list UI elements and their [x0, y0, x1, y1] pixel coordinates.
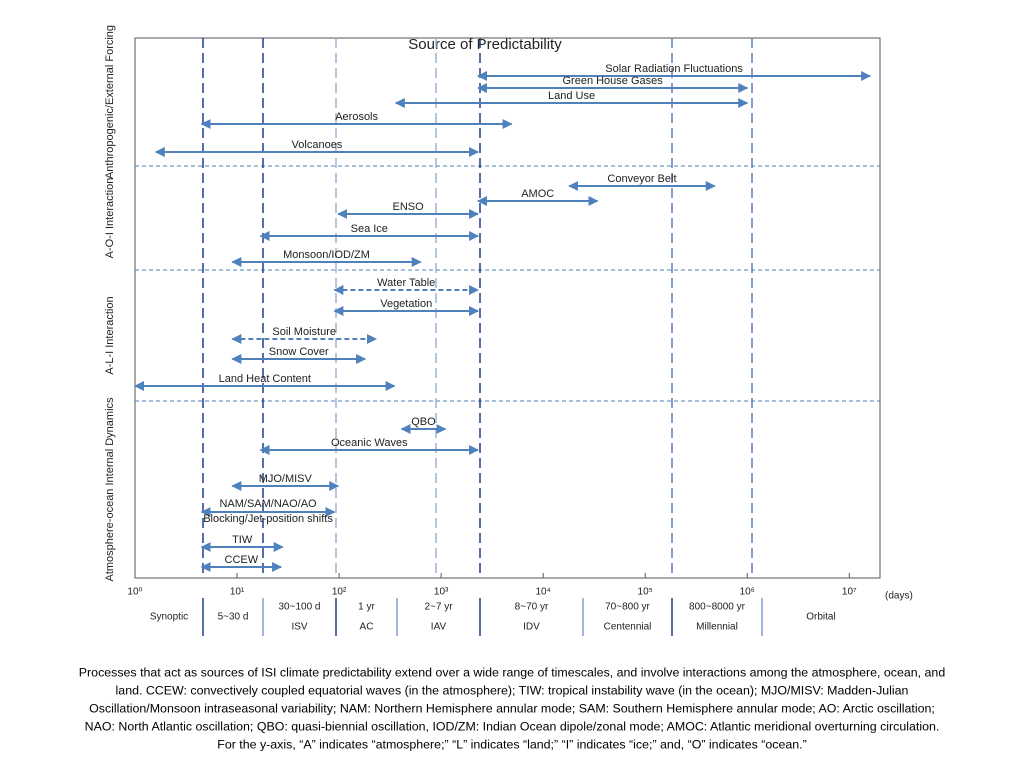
x-tick-label: 10⁷	[842, 587, 857, 598]
x-tick-label: 10²	[332, 587, 347, 598]
range-label: QBO	[411, 416, 436, 428]
range-label: Solar Radiation Fluctuations	[605, 63, 743, 75]
range-label: MJO/MISV	[259, 473, 313, 485]
x-tick-label: 10¹	[230, 587, 245, 598]
x-tick-label: 10⁰	[127, 587, 142, 598]
range-label: Aerosols	[335, 111, 378, 123]
caption-line: NAO: North Atlantic oscillation; QBO: qu…	[85, 719, 940, 733]
caption-line: land. CCEW: convectively coupled equator…	[116, 683, 909, 697]
group-label: A-L-I Interaction	[104, 296, 116, 374]
band-label: 70~800 yr	[605, 602, 650, 613]
group-label: Anthropogenic/External Forcing	[104, 25, 116, 179]
range-label: Green House Gases	[562, 75, 663, 87]
range-label: Land Use	[548, 90, 595, 102]
band-label: 800~8000 yr	[689, 602, 746, 613]
band-label: 5~30 d	[218, 612, 249, 623]
range-sublabel: Blocking/Jet-position shifts	[203, 513, 333, 525]
band-label: Orbital	[806, 612, 835, 623]
x-tick-label: 10⁵	[638, 587, 653, 598]
caption-line: For the y-axis, “A” indicates “atmospher…	[217, 737, 806, 751]
plot-frame	[134, 37, 881, 579]
band-label: 30~100 d	[279, 602, 321, 613]
range-label: NAM/SAM/NAO/AO	[219, 498, 317, 510]
band-label: 1 yr	[358, 602, 375, 613]
range-label: AMOC	[521, 188, 554, 200]
band-label: ISV	[291, 622, 307, 633]
range-label: Volcanoes	[292, 139, 343, 151]
range-label: Snow Cover	[269, 346, 329, 358]
x-tick-label: 10⁴	[535, 587, 550, 598]
x-tick-label: 10⁶	[740, 587, 755, 598]
range-label: Monsoon/IOD/ZM	[283, 249, 370, 261]
range-label: CCEW	[225, 554, 259, 566]
group-label: Atmosphere-ocean Internal Dynamics	[104, 397, 116, 582]
range-label: Land Heat Content	[219, 373, 311, 385]
band-label: Synoptic	[150, 612, 188, 623]
range-label: ENSO	[393, 201, 425, 213]
range-label: Oceanic Waves	[331, 437, 408, 449]
x-tick-label: 10³	[434, 587, 449, 598]
range-label: Soil Moisture	[272, 326, 336, 338]
band-label: AC	[360, 622, 374, 633]
range-label: Sea Ice	[351, 223, 388, 235]
band-label: 2~7 yr	[424, 602, 453, 613]
range-label: Water Table	[377, 277, 435, 289]
band-label: IDV	[523, 622, 540, 633]
group-label: A-O-I Interaction	[104, 178, 116, 259]
band-label: Millennial	[696, 622, 738, 633]
band-label: IAV	[431, 622, 447, 633]
x-unit: (days)	[885, 591, 913, 602]
caption-line: Processes that act as sources of ISI cli…	[79, 665, 946, 679]
band-label: 8~70 yr	[515, 602, 549, 613]
caption-line: Oscillation/Monsoon intraseasonal variab…	[89, 701, 935, 715]
band-label: Centennial	[604, 622, 652, 633]
range-label: Vegetation	[380, 298, 432, 310]
range-label: TIW	[232, 534, 253, 546]
chart-title: Source of Predictability	[408, 36, 562, 53]
range-label: Conveyor Belt	[607, 173, 676, 185]
